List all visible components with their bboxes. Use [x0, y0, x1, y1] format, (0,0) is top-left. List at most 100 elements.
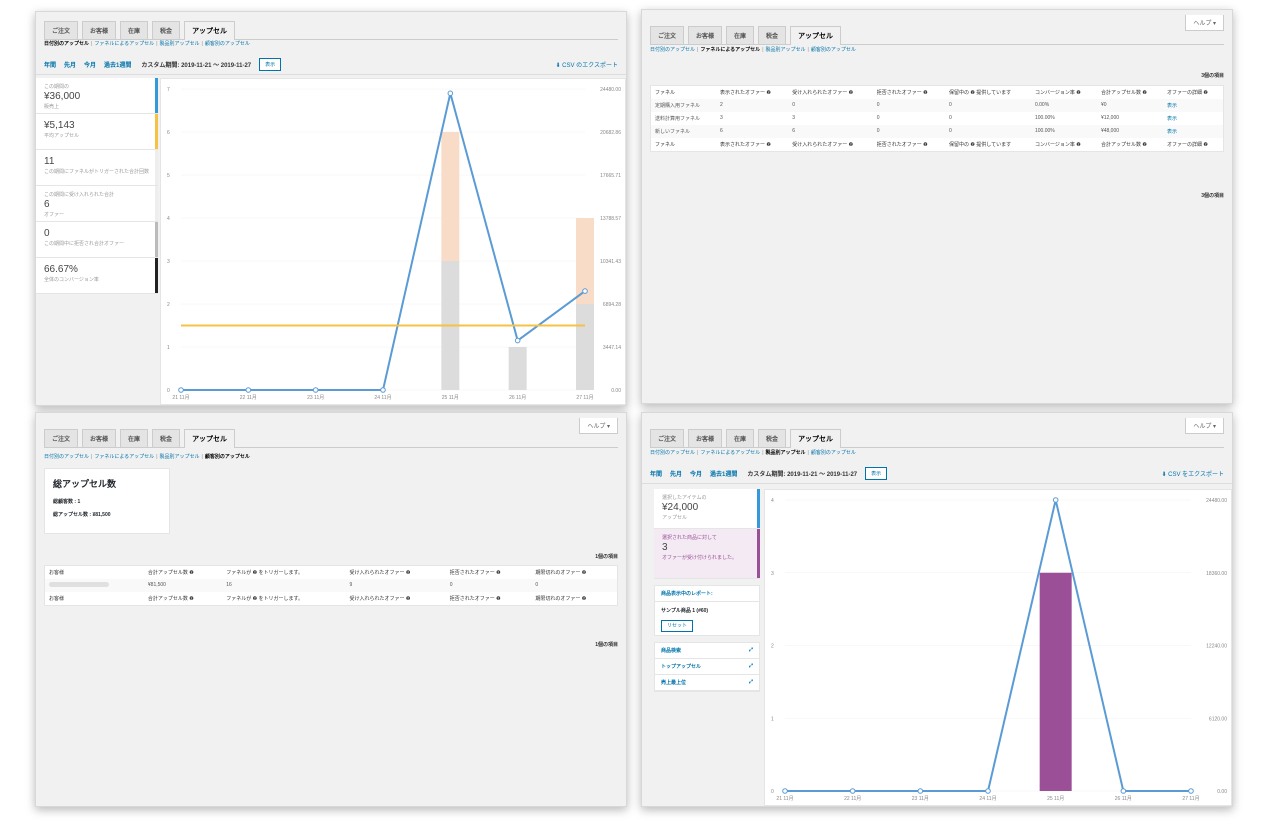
expand-icon: ⤢ [748, 663, 753, 669]
bar [576, 304, 594, 390]
tab-stock[interactable]: 在庫 [726, 429, 755, 447]
x-tick-label: 22 11月 [240, 395, 257, 401]
table-cell: ¥12,000 [1100, 115, 1120, 121]
csv-export-link[interactable]: ⬇ CSV をエクスポート [1161, 471, 1224, 478]
table-cell: 0 [876, 102, 880, 108]
view-offer-link[interactable]: 表示 [1167, 116, 1178, 122]
tab-upsell[interactable]: アップセル [790, 429, 842, 448]
tab-upsell[interactable]: アップセル [790, 26, 842, 45]
report-tabs: ご注文 お客様 在庫 税金 アップセル [650, 26, 1224, 45]
subtab-by-customer[interactable]: 顧客別のアップセル [810, 47, 856, 53]
column-header: ファネルが ❷ をトリガーします。 [226, 596, 304, 602]
menu-top-upsell[interactable]: トップアップセル ⤢ [655, 659, 759, 675]
table-row: 新しいファネル 6 6 0 0 100.00% ¥48,000 表示 [651, 125, 1223, 138]
subtab-by-customer[interactable]: 顧客別のアップセル [810, 450, 856, 456]
customer-table: お客様 合計アップセル数 ❷ ファネルが ❷ をトリガーします。 受け入れられたオファ… [45, 566, 617, 605]
x-tick-label: 23 11月 [912, 796, 929, 802]
tab-taxes[interactable]: 税金 [758, 26, 787, 44]
period-last-month[interactable]: 先月 [670, 471, 683, 478]
tab-stock[interactable]: 在庫 [120, 21, 149, 39]
column-header: 拒否されたオファー ❷ [876, 142, 928, 148]
stat-selected-upsell: 選択したアイテムの ¥24,000 アップセル [654, 489, 760, 529]
period-last-week[interactable]: 過去1週間 [104, 62, 132, 69]
summary-title: 総アップセル数 [53, 479, 117, 489]
subtab-by-funnel[interactable]: ファネルによるアップセル [94, 41, 155, 47]
subtab-by-funnel[interactable]: ファネルによるアップセル [700, 47, 761, 53]
customer-table-wrap: お客様 合計アップセル数 ❷ ファネルが ❷ をトリガーします。 受け入れられたオファ… [44, 565, 618, 606]
y-tick-label: 6 [167, 130, 170, 136]
help-button[interactable]: ヘルプ ▾ [1185, 418, 1224, 434]
table-cell: 6 [720, 128, 723, 134]
subtab-by-product[interactable]: 製品別アップセル [765, 450, 806, 456]
tab-customers[interactable]: お客様 [82, 429, 117, 447]
period-year[interactable]: 年間 [44, 62, 57, 69]
menu-top-sales[interactable]: 売上最上位 ⤢ [655, 675, 759, 691]
period-year[interactable]: 年間 [650, 471, 663, 478]
period-last-month[interactable]: 先月 [64, 62, 77, 69]
period-this-month[interactable]: 今月 [84, 62, 97, 69]
period-last-week[interactable]: 過去1週間 [710, 471, 738, 478]
tab-stock[interactable]: 在庫 [120, 429, 149, 447]
tab-customers[interactable]: お客様 [82, 21, 117, 39]
tab-orders[interactable]: ご注文 [44, 21, 79, 39]
summary-box: 総アップセル数 総顧客数 : 1 総アップセル数 : ¥81,500 [44, 468, 170, 534]
tab-orders[interactable]: ご注文 [650, 26, 685, 44]
subtab-by-funnel[interactable]: ファネルによるアップセル [94, 454, 155, 460]
y-tick-label: 4 [167, 216, 170, 222]
x-tick-label: 24 11月 [374, 395, 391, 401]
subtab-by-product[interactable]: 製品別アップセル [159, 454, 200, 460]
data-point [1120, 788, 1127, 794]
tab-upsell[interactable]: アップセル [184, 21, 236, 40]
show-button[interactable]: 表示 [259, 57, 282, 71]
tab-upsell[interactable]: アップセル [184, 429, 236, 448]
table-row: 定期購入用ファネル 2 0 0 0 0.00% ¥0 表示 [651, 99, 1223, 112]
y2-tick-label: 24480.00 [1206, 498, 1227, 504]
column-header: 合計アップセル数 ❷ [147, 596, 194, 602]
reset-button[interactable]: リセット [661, 620, 694, 632]
help-button[interactable]: ヘルプ ▾ [579, 418, 618, 434]
table-cell: 3 [792, 115, 796, 121]
csv-export-link[interactable]: ⬇ CSV のエクスポート [555, 62, 618, 69]
period-this-month[interactable]: 今月 [690, 471, 703, 478]
column-header: 保留中の ❷ 提供しています [948, 142, 1012, 148]
data-point [849, 788, 856, 794]
expand-icon: ⤢ [748, 647, 753, 653]
y-tick-label: 1 [167, 345, 170, 351]
x-tick-label: 23 11月 [307, 395, 324, 401]
column-header: 表示されたオファー ❷ [720, 90, 771, 96]
show-button[interactable]: 表示 [865, 466, 888, 480]
menu-product-search[interactable]: 商品検索 ⤢ [655, 643, 759, 659]
subtab-by-funnel[interactable]: ファネルによるアップセル [700, 450, 761, 456]
panel-upsell-by-product: ヘルプ ▾ ご注文 お客様 在庫 税金 アップセル 日付別のアップセル | ファネル… [641, 412, 1233, 807]
subtab-by-customer[interactable]: 顧客別のアップセル [204, 454, 250, 460]
panel-upsell-by-funnel: ヘルプ ▾ ご注文 お客様 在庫 税金 アップセル 日付別のアップセル | ファネル… [641, 9, 1233, 404]
tab-customers[interactable]: お客様 [688, 26, 723, 44]
tab-orders[interactable]: ご注文 [44, 429, 79, 447]
column-header: 合計アップセル数 ❷ [1100, 90, 1147, 96]
help-button[interactable]: ヘルプ ▾ [1185, 15, 1224, 31]
subtab-by-date[interactable]: 日付別のアップセル [44, 454, 90, 460]
tab-taxes[interactable]: 税金 [152, 21, 181, 39]
subnav: 日付別のアップセル | ファネルによるアップセル | 製品別アップセル | 顧客別のアップセ… [44, 41, 250, 47]
subtab-by-customer[interactable]: 顧客別のアップセル [204, 41, 250, 47]
column-header: 合計アップセル数 ❷ [147, 570, 194, 576]
tab-taxes[interactable]: 税金 [758, 429, 787, 447]
bar [441, 132, 460, 261]
subtab-by-product[interactable]: 製品別アップセル [765, 47, 806, 53]
data-point [514, 337, 521, 344]
stat-card: 0 この期間中に拒否され合計オファー [36, 222, 158, 258]
subtab-by-date[interactable]: 日付別のアップセル [650, 47, 696, 53]
stats-sidebar: この期間の ¥36,000 販売上 ¥5,143 平均アップセル 11 この期間にファネルが… [36, 78, 158, 294]
subtab-by-date[interactable]: 日付別のアップセル [650, 450, 696, 456]
subtab-by-product[interactable]: 製品別アップセル [159, 41, 200, 47]
view-offer-link[interactable]: 表示 [1167, 103, 1178, 109]
view-offer-link[interactable]: 表示 [1167, 129, 1178, 135]
product-sidebar: 選択したアイテムの ¥24,000 アップセル 選択された商品に対して 3 オフ… [654, 489, 760, 692]
tab-orders[interactable]: ご注文 [650, 429, 685, 447]
y2-tick-label: 0.00 [611, 388, 621, 394]
tab-taxes[interactable]: 税金 [152, 429, 181, 447]
tab-stock[interactable]: 在庫 [726, 26, 755, 44]
subtab-by-date[interactable]: 日付別のアップセル [44, 41, 90, 47]
tab-customers[interactable]: お客様 [688, 429, 723, 447]
